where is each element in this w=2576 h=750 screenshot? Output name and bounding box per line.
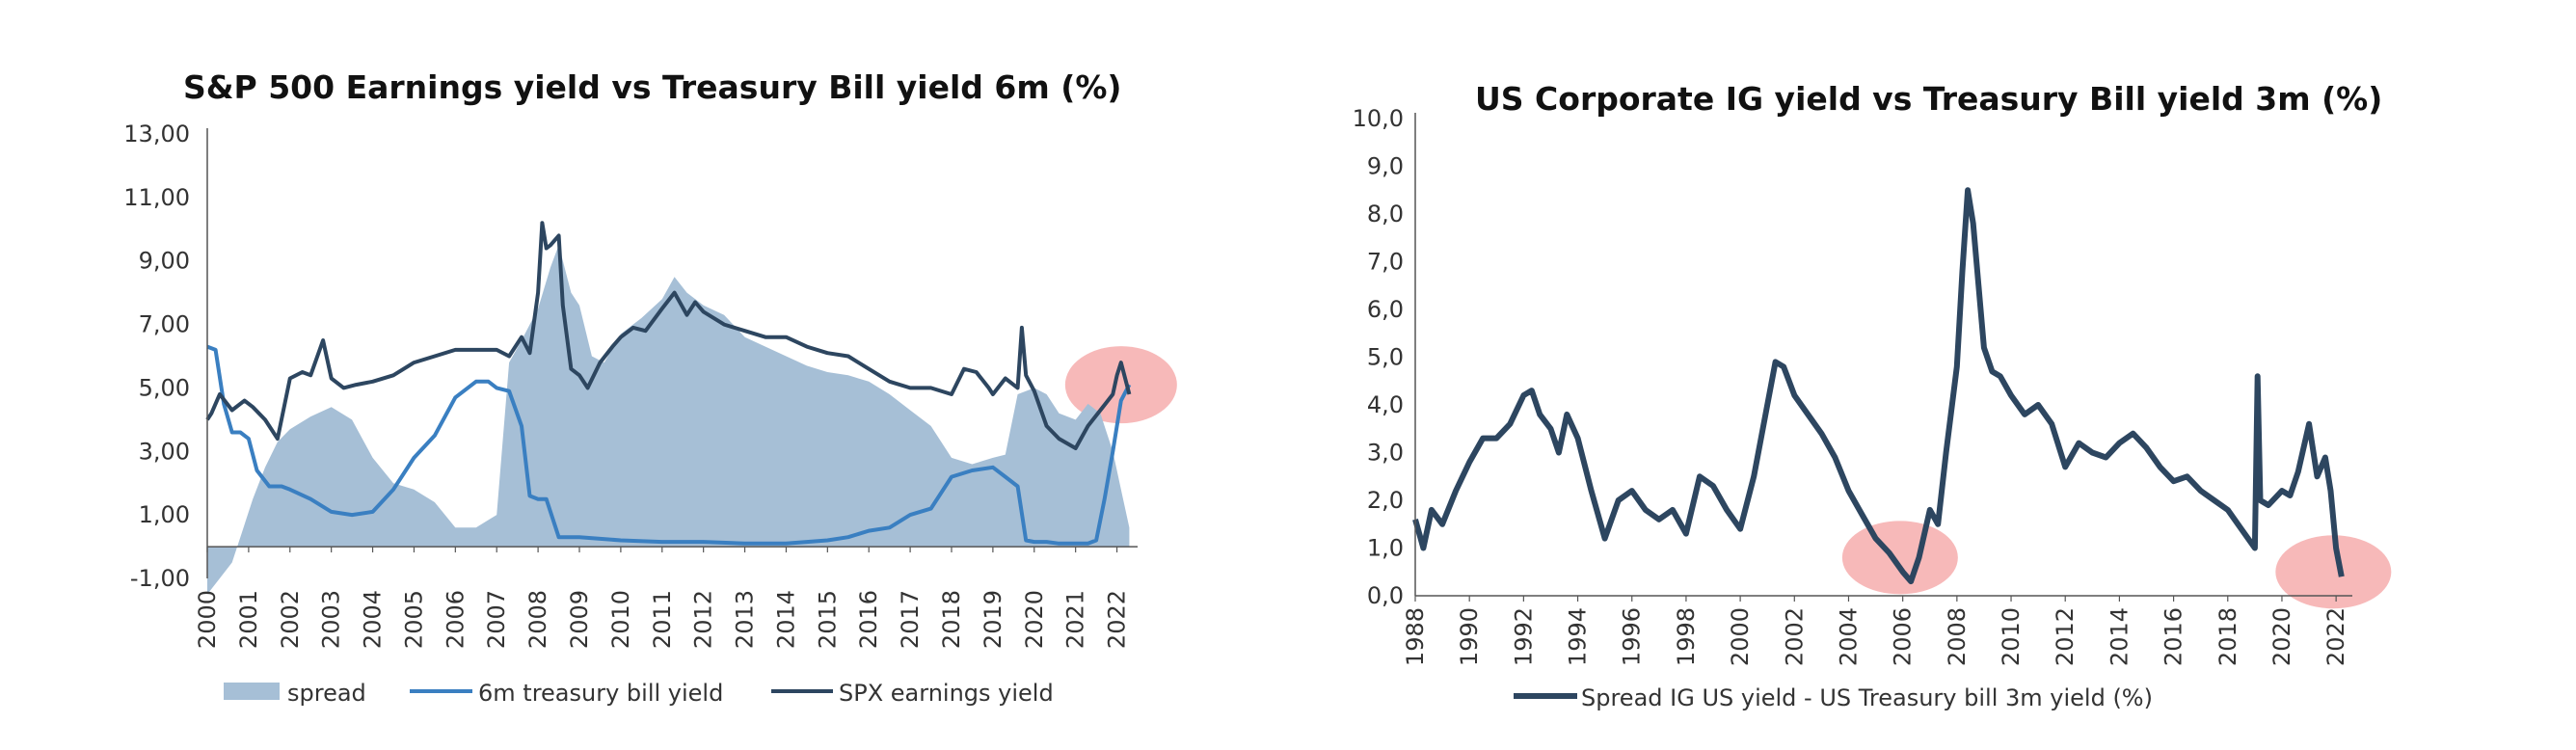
- x-tick-label: 2012: [2052, 607, 2079, 666]
- x-tick-label: 2018: [938, 590, 965, 649]
- chart-1-highlight-circle: [1064, 346, 1177, 424]
- x-tick-label: 2010: [607, 590, 634, 649]
- y-tick-label: 0,0: [1367, 582, 1404, 609]
- x-tick-label: 2021: [1062, 590, 1089, 649]
- x-tick-label: 1990: [1456, 607, 1483, 666]
- x-tick-label: 2005: [400, 590, 427, 649]
- chart-2-title: US Corporate IG yield vs Treasury Bill y…: [1475, 80, 2382, 118]
- y-tick-label: 5,00: [139, 374, 190, 401]
- chart-1-legend: spread 6m treasury bill yield SPX earnings…: [224, 680, 1054, 707]
- y-tick-label: 9,0: [1367, 153, 1404, 180]
- x-tick-label: 2006: [1890, 607, 1917, 666]
- y-tick-label: 11,00: [123, 184, 190, 211]
- y-tick-label: 2,0: [1367, 487, 1404, 514]
- x-tick-label: 1994: [1565, 607, 1592, 666]
- chart-1-x-tick-labels: 2000 2001 2002 2003 2004 2005 2006 2007 2008 2009…: [194, 547, 1131, 649]
- x-tick-label: 2003: [318, 590, 345, 649]
- x-tick-label: 2022: [2322, 607, 2349, 666]
- chart-2-x-tick-labels: 1988 1990 1992 1994 1996 1998 2000 2002 2004 2006…: [1402, 596, 2349, 666]
- highlight-circle-2: [2275, 535, 2392, 609]
- x-tick-label: 2016: [2160, 607, 2187, 666]
- chart-sp500-earnings-yield: S&P 500 Earnings yield vs Treasury Bill …: [123, 68, 1177, 707]
- y-tick-label: 3,00: [139, 438, 190, 465]
- x-tick-label: 2011: [649, 590, 676, 649]
- x-tick-label: 2002: [1781, 607, 1808, 666]
- y-tick-label: 1,00: [139, 501, 190, 528]
- x-tick-label: 2004: [1835, 607, 1862, 666]
- x-tick-label: 2013: [732, 590, 759, 649]
- chart-2-legend: Spread IG US yield - US Treasury bill 3m…: [1514, 684, 2153, 711]
- x-tick-label: 2014: [2106, 607, 2133, 666]
- y-tick-label: 7,0: [1367, 249, 1404, 276]
- chart-2-y-tick-labels: 10,0 9,0 8,0 7,0 6,0 5,0 4,0 3,0 2,0 1,0 0,0: [1353, 105, 1404, 609]
- x-tick-label: 2020: [2268, 607, 2295, 666]
- legend-label-spread: spread: [287, 680, 366, 707]
- y-tick-label: 5,0: [1367, 344, 1404, 371]
- x-tick-label: 2022: [1104, 590, 1131, 649]
- legend-swatch-spread: [224, 683, 280, 700]
- x-tick-label: 1998: [1673, 607, 1700, 666]
- legend-label-6m-treasury: 6m treasury bill yield: [478, 680, 723, 707]
- y-tick-label: 8,0: [1367, 201, 1404, 228]
- chart-2-lines: [1412, 187, 2345, 585]
- series-spread-area: [207, 245, 1130, 595]
- x-tick-label: 2008: [524, 590, 551, 649]
- x-tick-label: 2006: [442, 590, 469, 649]
- y-tick-label: 10,0: [1353, 105, 1404, 132]
- x-tick-label: 2000: [1727, 607, 1754, 666]
- y-tick-label: 1,0: [1367, 535, 1404, 562]
- x-tick-label: 2010: [1998, 607, 2025, 666]
- chart-us-corporate-ig-yield: US Corporate IG yield vs Treasury Bill y…: [1353, 80, 2392, 711]
- x-tick-label: 1992: [1510, 607, 1537, 666]
- chart-2-highlight-circles: [1841, 521, 2392, 609]
- y-tick-label: 3,0: [1367, 440, 1404, 467]
- y-tick-label: 4,0: [1367, 391, 1404, 418]
- y-tick-label: 13,00: [123, 121, 190, 147]
- highlight-circle-1: [1064, 346, 1177, 424]
- y-tick-label: 7,00: [139, 311, 190, 338]
- legend-label-spx-earnings: SPX earnings yield: [839, 680, 1054, 707]
- series-6m-treasury-bill-yield-line: [206, 344, 1132, 546]
- chart-1-title: S&P 500 Earnings yield vs Treasury Bill …: [183, 68, 1121, 106]
- x-tick-label: 2015: [814, 590, 841, 649]
- chart-1-spread-area: [207, 245, 1130, 595]
- x-tick-label: 2000: [194, 590, 221, 649]
- chart-1-y-tick-labels: 13,00 11,00 9,00 7,00 5,00 3,00 1,00 -1,00: [123, 121, 190, 592]
- series-spread-ig-us-yield-us-treasury-bill-3m-yield-line: [1412, 187, 2345, 585]
- x-tick-label: 2002: [277, 590, 304, 649]
- x-tick-label: 1988: [1402, 607, 1429, 666]
- x-tick-label: 2019: [979, 590, 1006, 649]
- x-tick-label: 2016: [855, 590, 882, 649]
- chart-1-lines: [205, 221, 1132, 546]
- x-tick-label: 2020: [1021, 590, 1048, 649]
- x-tick-label: 2012: [690, 590, 717, 649]
- y-tick-label: -1,00: [130, 565, 190, 592]
- y-tick-label: 6,0: [1367, 296, 1404, 323]
- legend-label-spread-ig: Spread IG US yield - US Treasury bill 3m…: [1581, 684, 2153, 711]
- x-tick-label: 2009: [566, 590, 593, 649]
- x-tick-label: 2018: [2214, 607, 2241, 666]
- highlight-circle-1: [1841, 521, 1958, 595]
- chart-1-axes: [206, 128, 1138, 578]
- x-tick-label: 2008: [1944, 607, 1971, 666]
- series-spx-earnings-yield-line: [205, 221, 1132, 450]
- x-tick-label: 2014: [772, 590, 799, 649]
- x-tick-label: 2017: [897, 590, 924, 649]
- y-tick-label: 9,00: [139, 248, 190, 275]
- chart-2-axes: [1414, 113, 2352, 597]
- x-tick-label: 2001: [235, 590, 262, 649]
- x-tick-label: 2007: [483, 590, 510, 649]
- x-tick-label: 1996: [1619, 607, 1646, 666]
- x-tick-label: 2004: [360, 590, 387, 649]
